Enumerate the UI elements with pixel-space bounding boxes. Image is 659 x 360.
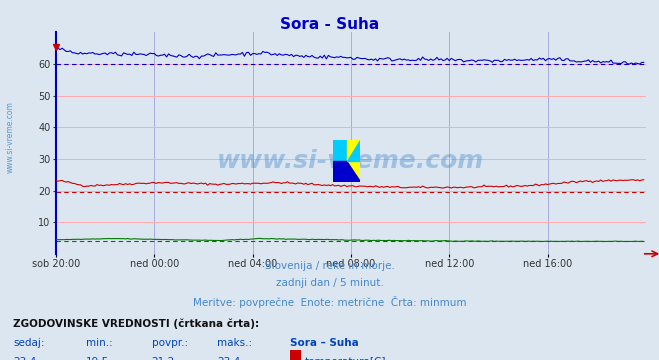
- Text: temperatura[C]: temperatura[C]: [304, 357, 386, 360]
- Text: maks.:: maks.:: [217, 338, 252, 348]
- Text: min.:: min.:: [86, 338, 113, 348]
- Text: ZGODOVINSKE VREDNOSTI (črtkana črta):: ZGODOVINSKE VREDNOSTI (črtkana črta):: [13, 319, 259, 329]
- Text: www.si-vreme.com: www.si-vreme.com: [217, 149, 484, 173]
- Text: 19,5: 19,5: [86, 357, 109, 360]
- Text: 23,4: 23,4: [13, 357, 36, 360]
- Text: Sora – Suha: Sora – Suha: [290, 338, 358, 348]
- Text: Meritve: povprečne  Enote: metrične  Črta: minmum: Meritve: povprečne Enote: metrične Črta:…: [192, 296, 467, 307]
- Text: Sora - Suha: Sora - Suha: [280, 17, 379, 32]
- Polygon shape: [347, 161, 360, 182]
- Text: sedaj:: sedaj:: [13, 338, 45, 348]
- Polygon shape: [333, 161, 347, 182]
- Text: 21,2: 21,2: [152, 357, 175, 360]
- Text: Slovenija / reke in morje.: Slovenija / reke in morje.: [264, 261, 395, 271]
- Polygon shape: [347, 140, 360, 161]
- Text: www.si-vreme.com: www.si-vreme.com: [5, 101, 14, 173]
- Text: zadnji dan / 5 minut.: zadnji dan / 5 minut.: [275, 278, 384, 288]
- Text: 23,4: 23,4: [217, 357, 241, 360]
- Text: povpr.:: povpr.:: [152, 338, 188, 348]
- Polygon shape: [347, 140, 360, 182]
- Polygon shape: [333, 140, 347, 161]
